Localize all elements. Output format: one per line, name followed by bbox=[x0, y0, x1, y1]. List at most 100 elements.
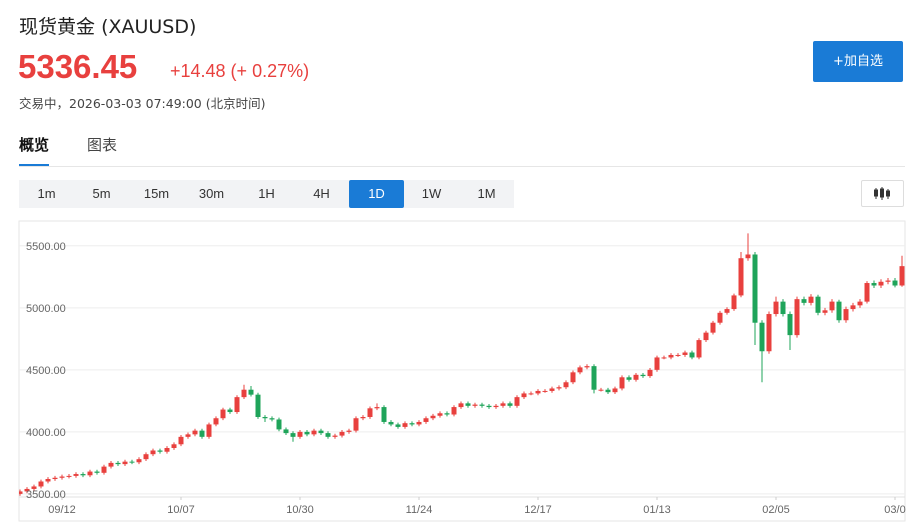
y-tick-label: 5500.00 bbox=[26, 241, 66, 253]
candle-body bbox=[283, 429, 289, 434]
candle-body bbox=[850, 305, 856, 310]
candle-body bbox=[752, 254, 758, 323]
candle-body bbox=[479, 404, 485, 406]
candle-body bbox=[493, 405, 499, 408]
symbol: (XAUUSD) bbox=[101, 16, 197, 38]
candle-body bbox=[255, 394, 261, 417]
candle-body bbox=[31, 486, 37, 489]
period-button[interactable]: 1m bbox=[37, 186, 56, 201]
candle-body bbox=[325, 433, 331, 437]
candle-body bbox=[654, 357, 660, 370]
candle-body bbox=[514, 397, 520, 406]
candle-body bbox=[339, 431, 345, 436]
candle-body bbox=[612, 388, 618, 393]
candle-body bbox=[801, 299, 807, 303]
candle-body bbox=[234, 397, 240, 413]
candle-body bbox=[164, 448, 170, 452]
name: 现货黄金 bbox=[19, 16, 96, 38]
candle-body bbox=[815, 296, 821, 313]
candle-body bbox=[66, 475, 72, 477]
candle-body bbox=[430, 415, 436, 419]
candle-body bbox=[136, 459, 142, 463]
candle-body bbox=[199, 430, 205, 437]
x-tick-label: 02/05 bbox=[762, 504, 790, 516]
x-tick-label: 03/0 bbox=[884, 504, 905, 516]
candle-body bbox=[185, 434, 191, 437]
y-tick-label: 3500.00 bbox=[26, 489, 66, 501]
candle-body bbox=[857, 301, 863, 306]
candle-body bbox=[465, 403, 471, 406]
candle-body bbox=[206, 424, 212, 437]
candle-body bbox=[472, 404, 478, 406]
candle-body bbox=[374, 407, 380, 409]
candle-body bbox=[633, 374, 639, 380]
candle-body bbox=[360, 416, 366, 419]
candle-body bbox=[619, 377, 625, 389]
candle-body bbox=[864, 283, 870, 302]
candle-body bbox=[178, 436, 184, 445]
tab[interactable]: 概览 bbox=[19, 134, 50, 167]
candle-body bbox=[710, 322, 716, 333]
candle-body bbox=[843, 309, 849, 321]
candle-body bbox=[724, 309, 730, 313]
candle-body bbox=[556, 387, 562, 389]
candle-body bbox=[192, 430, 198, 435]
x-tick-label: 10/30 bbox=[286, 504, 314, 516]
period-button[interactable]: 1D bbox=[349, 180, 404, 208]
candle-body bbox=[381, 407, 387, 422]
candle-body bbox=[549, 388, 555, 391]
candle-body bbox=[220, 409, 226, 419]
candle-body bbox=[108, 462, 114, 467]
add-watchlist-button[interactable]: +加自选 bbox=[813, 41, 903, 82]
candle-body bbox=[626, 377, 632, 380]
period-button[interactable]: 15m bbox=[143, 186, 170, 201]
candle-body bbox=[269, 418, 275, 420]
candle-body bbox=[101, 466, 107, 473]
candle-body bbox=[38, 481, 44, 487]
candle-body bbox=[780, 301, 786, 315]
candle-body bbox=[444, 413, 450, 415]
candle-body bbox=[682, 352, 688, 355]
candle-body bbox=[87, 471, 93, 476]
candle-body bbox=[52, 477, 58, 480]
period-button[interactable]: 4H bbox=[313, 186, 330, 201]
candle-body bbox=[885, 280, 891, 282]
candle-body bbox=[878, 281, 884, 286]
candle-body bbox=[115, 462, 121, 465]
candle-body bbox=[129, 461, 135, 463]
x-tick-label: 10/07 bbox=[167, 504, 195, 516]
candle-body bbox=[696, 340, 702, 358]
candle-body bbox=[598, 389, 604, 391]
candle-body bbox=[332, 435, 338, 437]
candles bbox=[19, 233, 905, 496]
period-button[interactable]: 1M bbox=[477, 186, 496, 201]
instrument-name: 现货黄金 (XAUUSD) bbox=[19, 12, 196, 39]
candle-body bbox=[892, 280, 898, 286]
axis-labels: 3500.00 4000.00 4500.00 5000.00 5500.00 09/12… bbox=[26, 241, 906, 516]
period-button[interactable]: 1W bbox=[421, 186, 442, 201]
period-button[interactable]: 1H bbox=[258, 186, 275, 201]
candle-body bbox=[731, 295, 737, 310]
candle-body bbox=[346, 430, 352, 432]
tab[interactable]: 图表 bbox=[87, 136, 118, 154]
candle-body bbox=[73, 474, 79, 476]
candle-body bbox=[661, 357, 667, 359]
candle-body bbox=[787, 314, 793, 336]
candle-body bbox=[388, 421, 394, 425]
candle-body bbox=[122, 461, 128, 465]
candle-body bbox=[689, 352, 695, 358]
candle-body bbox=[899, 266, 905, 286]
candle-body bbox=[423, 418, 429, 422]
candle-body bbox=[521, 393, 527, 398]
period-button[interactable]: 5m bbox=[92, 186, 111, 201]
candle-body bbox=[542, 390, 548, 392]
candle-body bbox=[241, 389, 247, 398]
period-button[interactable]: 30m bbox=[198, 186, 225, 201]
candle-body bbox=[402, 423, 408, 427]
candle-body bbox=[605, 389, 611, 393]
candle-body bbox=[640, 374, 646, 377]
candle-body bbox=[157, 450, 163, 452]
chart-type-button[interactable] bbox=[861, 180, 904, 207]
candle-body bbox=[500, 403, 506, 406]
